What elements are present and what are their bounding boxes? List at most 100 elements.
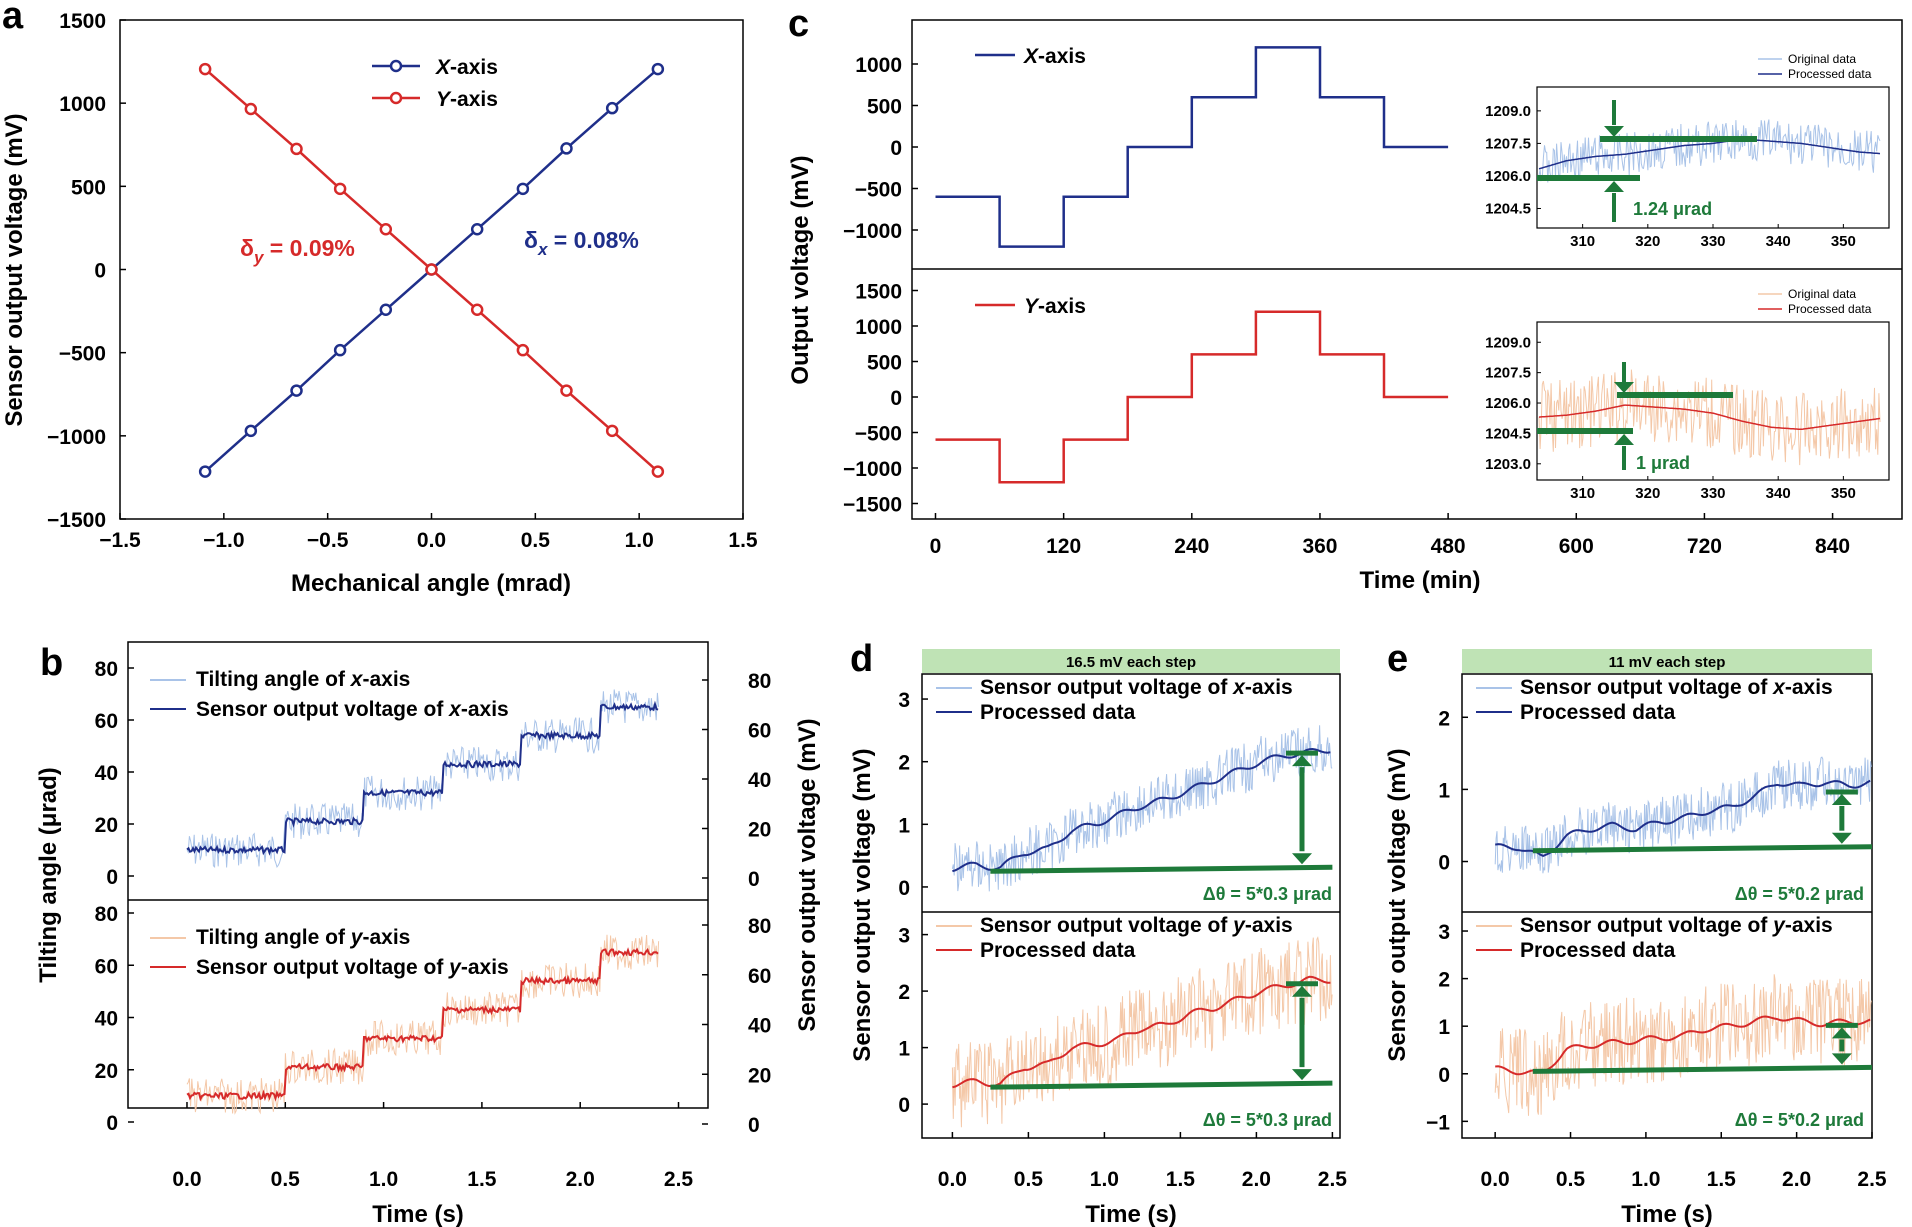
c-legend-rest: -axis: [1038, 295, 1086, 318]
c-xtick-label: 840: [1815, 535, 1850, 558]
c-ytick-label: 0: [890, 137, 902, 160]
e-arrow-up-1: [1831, 1027, 1852, 1039]
panel-d-ylabel: Sensor output voltage (mV): [849, 748, 876, 1061]
b-ytick-right-label: 0: [748, 868, 760, 891]
panel-b-ylabel-left: Tilting angle (μrad): [35, 767, 62, 983]
d-ytick-label: 2: [898, 752, 910, 775]
e-legend-proc-label-part-0: Processed data: [1520, 701, 1676, 724]
b-xtick-label: 0.5: [271, 1168, 301, 1191]
b-xtick-label: 2.0: [566, 1168, 595, 1191]
c-legend-italic: Y: [1024, 295, 1040, 318]
c-inset-ytick-label: 1206.0: [1485, 395, 1531, 412]
a-ytick-label: 1500: [59, 10, 106, 33]
a-point-blue: [516, 182, 530, 196]
e-ytick-label: 1: [1438, 779, 1450, 802]
a-point-red: [560, 384, 573, 397]
a-legend-rest: -axis: [450, 88, 498, 111]
c-ytick-label: 1000: [855, 54, 902, 77]
e-legend-proc-label: Processed data: [1520, 939, 1676, 962]
d-xtick-label: 1.5: [1166, 1168, 1196, 1191]
a-delta-y-sym: δ: [240, 235, 254, 261]
b-ytick-right-label: 80: [748, 670, 771, 693]
b-ytick-right-label: 20: [748, 1064, 771, 1087]
panel-d-xlabel: Time (s): [1085, 1201, 1177, 1227]
c-inset-raw-trace: [1538, 369, 1881, 466]
a-ytick-label: −1500: [47, 509, 106, 532]
d-legend-proc-label-part-0: Processed data: [980, 939, 1136, 962]
panel-c-label: c: [788, 3, 809, 45]
b-raw-trace-1: [186, 934, 660, 1115]
c-inset-arrow-bottom-head: [1604, 181, 1624, 192]
c-xtick-label: 360: [1302, 535, 1337, 558]
e-annotation-0: Δθ = 5*0.2 μrad: [1735, 884, 1864, 904]
panel-c: c 0 120 240 360 480 600 720 840 1000 500 0 −500 −100…: [787, 3, 1903, 594]
e-legend-raw-label-part-0: Sensor output voltage of: [1520, 914, 1773, 937]
a-point-red: [470, 303, 484, 317]
a-delta-y-sub: y: [253, 248, 265, 267]
a-delta-x: δx = 0.08%: [524, 227, 639, 259]
panel-d: d 16.5 mV each step 0.0 0.5 1.0 1.5 2.0 2.5 0 1…: [849, 638, 1347, 1227]
b-ytick-left-label: 40: [95, 762, 118, 785]
b-ytick-right-label: 0: [748, 1114, 760, 1137]
a-point-red: [605, 424, 619, 438]
a-xtick-label: −1.0: [203, 529, 244, 552]
b-legend-raw-label: Tilting angle of y-axis: [196, 926, 410, 949]
panel-b-frame: [127, 641, 709, 1109]
b-ytick-left-label: 0: [106, 1112, 118, 1135]
e-ytick-label: 3: [1438, 921, 1450, 944]
a-point-red: [516, 343, 530, 357]
b-ytick-left-label: 0: [106, 866, 118, 889]
d-raw-trace-1: [951, 936, 1333, 1128]
c-ytick-label: 0: [890, 387, 902, 410]
b-legend-raw-label-part-0: Tilting angle of: [196, 668, 351, 691]
a-ytick-label: 0: [94, 260, 106, 283]
c-inset-legend-raw: Original data: [1788, 287, 1856, 301]
d-legend-raw-label-part-2: -axis: [1245, 676, 1293, 699]
c-inset-annotation: 1.24 μrad: [1633, 199, 1712, 219]
a-xtick-label: 1.5: [728, 529, 758, 552]
b-ytick-left-label: 20: [95, 1060, 118, 1083]
a-legend-label: X-axis: [435, 56, 498, 79]
b-xtick-label: 1.5: [467, 1168, 497, 1191]
b-ytick-right-label: 20: [748, 819, 771, 842]
b-ytick-left-label: 60: [95, 955, 118, 978]
b-processed-trace-0: [186, 700, 659, 856]
c-inset-xtick-label: 350: [1831, 233, 1856, 250]
d-xtick-label: 1.0: [1090, 1168, 1119, 1191]
e-xtick-label: 2.5: [1857, 1168, 1887, 1191]
a-point-red: [379, 222, 393, 236]
c-inset-xtick-label: 310: [1570, 233, 1595, 250]
c-legend-label: Y-axis: [1024, 295, 1086, 318]
b-legend-raw-label-part-2: -axis: [362, 668, 410, 691]
d-processed-trace-1: [952, 975, 1331, 1089]
d-ytick-label: 1: [898, 814, 910, 837]
e-ytick-label: 1: [1438, 1016, 1450, 1039]
a-point-red: [651, 465, 665, 478]
d-xtick-label: 2.5: [1318, 1168, 1348, 1191]
d-xtick-label: 0.0: [938, 1168, 967, 1191]
d-arrow-up-1: [1292, 985, 1312, 997]
d-ytick-label: 2: [898, 981, 910, 1004]
b-ytick-left-label: 60: [95, 710, 118, 733]
e-arrow-up-0: [1831, 793, 1852, 805]
b-ytick-left-label: 80: [95, 903, 118, 926]
e-baseline-0: [1532, 844, 1873, 854]
e-legend-raw-label: Sensor output voltage of x-axis: [1520, 676, 1833, 699]
b-ytick-left-label: 40: [95, 1008, 118, 1031]
b-legend-raw-label: Tilting angle of x-axis: [196, 668, 410, 691]
c-inset-legend-proc: Processed data: [1788, 67, 1872, 81]
e-arrow-down-1: [1831, 1053, 1852, 1065]
a-legend-italic: Y: [436, 88, 452, 111]
a-legend-marker: [389, 91, 403, 105]
b-legend-raw-label-part-1: y: [350, 926, 364, 949]
c-inset-legend-raw: Original data: [1788, 52, 1856, 66]
panel-c-ylabel: Output voltage (mV): [787, 155, 814, 384]
d-legend-raw-label-part-0: Sensor output voltage of: [980, 676, 1233, 699]
panel-d-banner-text: 16.5 mV each step: [1066, 654, 1196, 671]
e-legend-raw-label-part-2: -axis: [1785, 676, 1833, 699]
c-ytick-label: −1500: [843, 494, 902, 517]
panel-a-ylabel: Sensor output voltage (mV): [1, 113, 28, 426]
a-delta-x-sub: x: [537, 240, 549, 259]
panel-b-ylabel-right: Sensor output voltage (mV): [794, 718, 821, 1031]
